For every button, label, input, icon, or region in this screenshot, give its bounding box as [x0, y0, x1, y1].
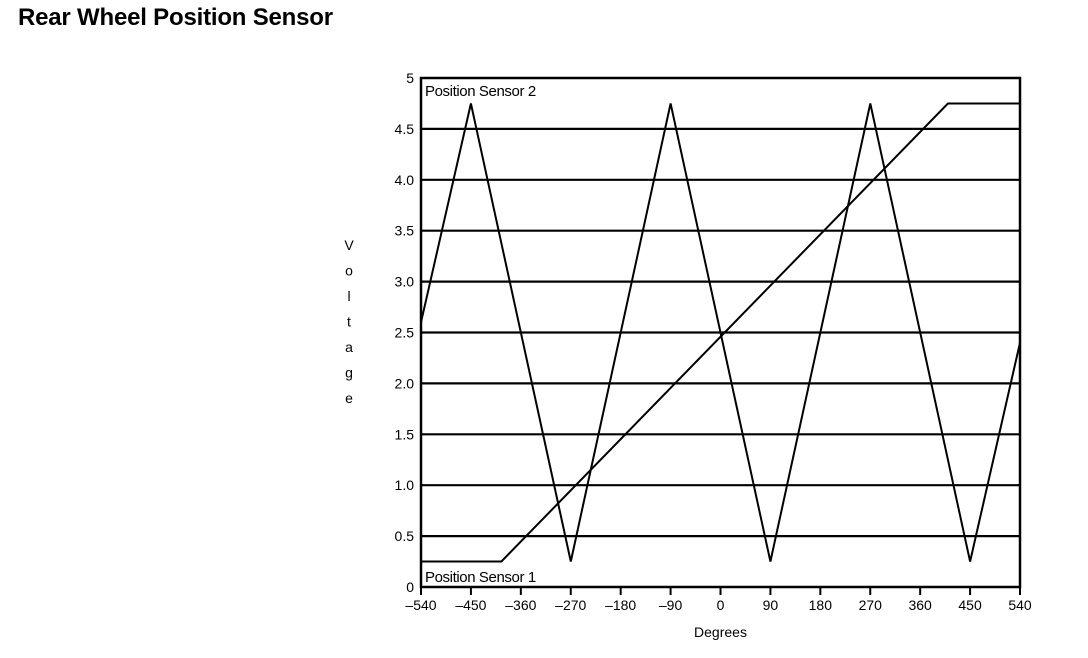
x-tick-label-360: –360	[505, 597, 536, 613]
y-tick-label-4-0: 4.0	[395, 172, 415, 188]
x-tick-label-180: 180	[809, 597, 833, 613]
grid-lines	[421, 127, 1020, 538]
tick-labels: –540 –450 –360 –270 –180 –90 0 90 180 270 360 450 54…	[395, 70, 1032, 613]
series-labels: Position Sensor 2 Position Sensor 1	[425, 83, 536, 586]
x-tick-label-540: –540	[405, 597, 436, 613]
x-tick-label-90: 90	[763, 597, 779, 613]
series-line-position-sensor-1	[421, 102, 1020, 563]
series-label-position-sensor-1: Position Sensor 1	[425, 569, 536, 586]
x-tick-label-270: 270	[859, 597, 883, 613]
y-tick-label-0-5: 0.5	[395, 528, 415, 544]
x-tick-label-180: –180	[605, 597, 636, 613]
x-axis-title: Degrees	[694, 624, 747, 640]
page-title: Rear Wheel Position Sensor	[18, 4, 333, 31]
series-lines	[420, 102, 1021, 563]
y-tick-label-1-0: 1.0	[395, 477, 415, 493]
x-tick-label-450: –450	[455, 597, 486, 613]
x-tick-label-270: –270	[555, 597, 586, 613]
x-tick-label-90: –90	[659, 597, 683, 613]
y-tick-label-1-5: 1.5	[395, 426, 415, 442]
y-tick-label-4-5: 4.5	[395, 121, 415, 137]
x-tick-label-540: 540	[1008, 597, 1032, 613]
series-label-position-sensor-2: Position Sensor 2	[425, 83, 536, 100]
axis-titles: Degrees V o l t a g e	[344, 237, 747, 640]
y-tick-label-3-0: 3.0	[395, 274, 415, 290]
y-tick-label-2-5: 2.5	[395, 325, 415, 341]
series-line-position-sensor-2	[420, 103, 1021, 562]
y-tick-label-5: 5	[406, 70, 414, 86]
y-tick-label-2-0: 2.0	[395, 375, 415, 391]
x-tick-label-0: 0	[717, 597, 725, 613]
x-tick-label-360: 360	[908, 597, 932, 613]
y-tick-label-3-5: 3.5	[395, 223, 415, 239]
y-tick-label-0: 0	[406, 579, 414, 595]
x-tick-label-450: 450	[958, 597, 982, 613]
